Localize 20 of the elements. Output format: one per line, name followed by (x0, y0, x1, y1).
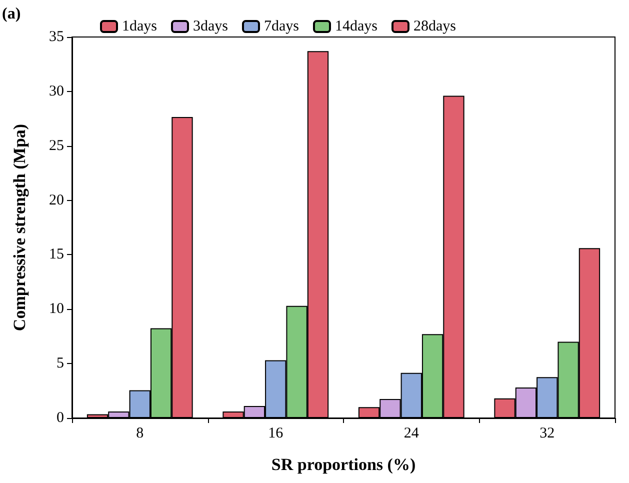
y-tick-label: 20 (49, 192, 64, 208)
text: (a) (2, 6, 21, 22)
y-axis-title: Compressive strength (Mpa) (10, 124, 29, 332)
y-tick-label: 30 (49, 83, 64, 100)
legend-label: 1days (122, 18, 158, 34)
y-tick-label: 35 (49, 29, 64, 45)
y-tick-label: 10 (49, 301, 64, 318)
y-tick-label: 5 (56, 356, 64, 372)
legend-label: 7days (264, 18, 300, 34)
x-tick-label: 32 (540, 426, 555, 442)
y-tick-label: 25 (49, 138, 64, 154)
x-tick-label: 16 (268, 426, 284, 442)
y-tick-label: 15 (49, 246, 64, 263)
x-tick-label: 24 (404, 426, 420, 442)
x-tick-label: 8 (136, 426, 144, 442)
y-tick-label: 0 (56, 410, 64, 426)
legend-label: 14days (334, 18, 378, 34)
legend-label: 3days (192, 18, 228, 34)
legend-label: 28days (413, 18, 456, 34)
x-axis-title: SR proportions (%) (271, 455, 416, 474)
